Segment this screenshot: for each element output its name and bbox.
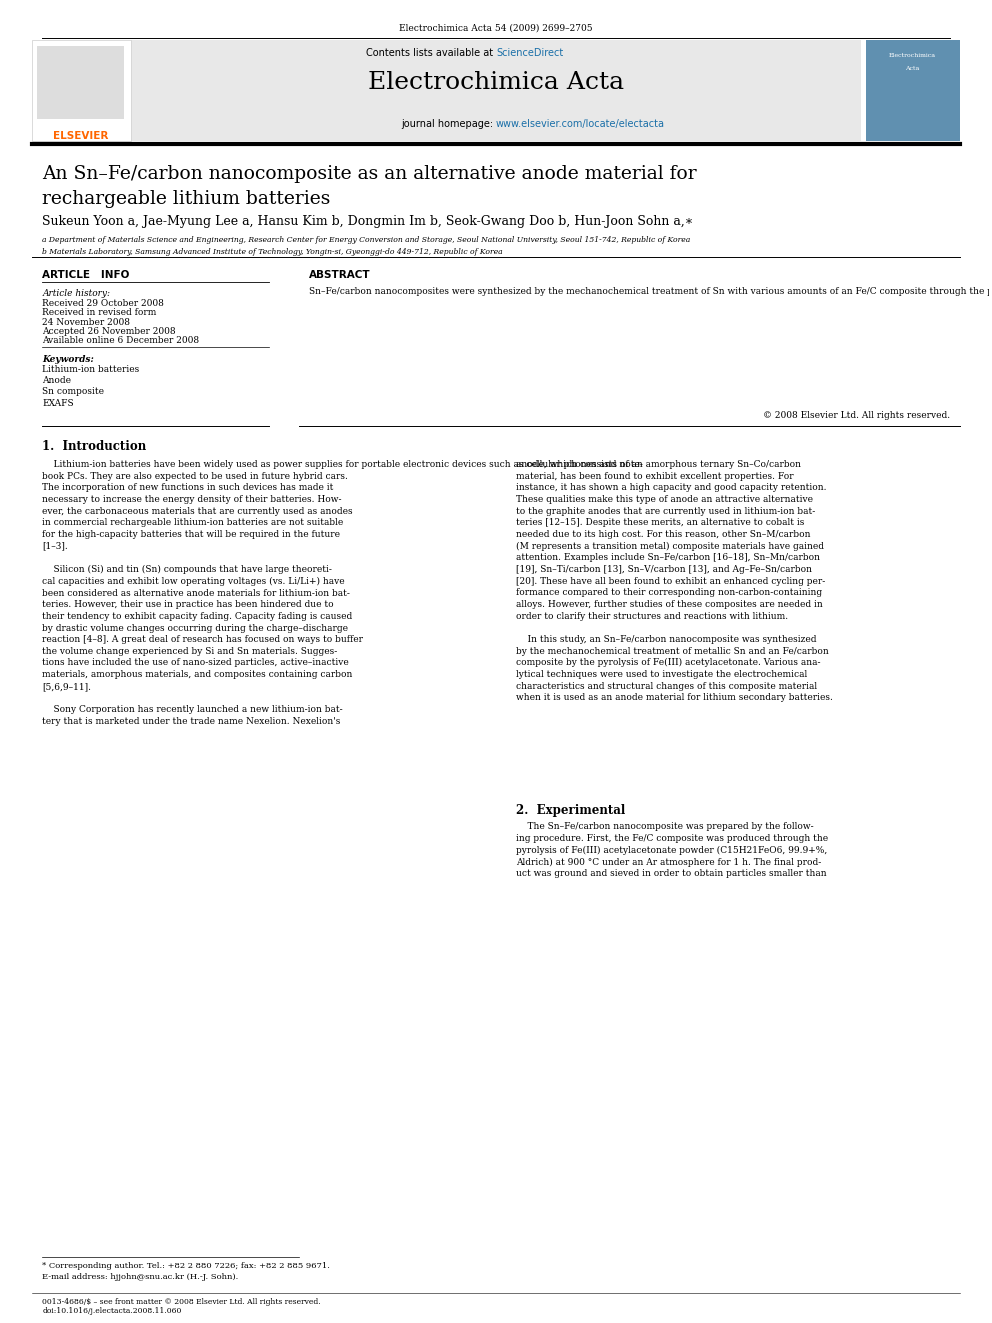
Text: An Sn–Fe/carbon nanocomposite as an alternative anode material for: An Sn–Fe/carbon nanocomposite as an alte… [43,165,696,183]
Text: 1.  Introduction: 1. Introduction [43,441,147,454]
Text: Received 29 October 2008: Received 29 October 2008 [43,299,164,308]
Text: Keywords:: Keywords: [43,355,94,364]
Text: Electrochimica: Electrochimica [889,53,935,58]
Text: 0013-4686/$ – see front matter © 2008 Elsevier Ltd. All rights reserved.: 0013-4686/$ – see front matter © 2008 El… [43,1298,320,1306]
FancyBboxPatch shape [38,46,124,119]
Text: Contents lists available at: Contents lists available at [366,48,496,58]
Text: The Sn–Fe/carbon nanocomposite was prepared by the follow-
ing procedure. First,: The Sn–Fe/carbon nanocomposite was prepa… [516,822,828,878]
Text: Electrochimica Acta 54 (2009) 2699–2705: Electrochimica Acta 54 (2009) 2699–2705 [399,24,593,33]
Text: Available online 6 December 2008: Available online 6 December 2008 [43,336,199,345]
Text: Electrochimica Acta: Electrochimica Acta [368,71,624,94]
Text: Anode: Anode [43,376,71,385]
Text: 2.  Experimental: 2. Experimental [516,804,625,816]
Text: doi:10.1016/j.electacta.2008.11.060: doi:10.1016/j.electacta.2008.11.060 [43,1307,182,1315]
Text: Acta: Acta [905,66,920,71]
Text: Lithium-ion batteries: Lithium-ion batteries [43,365,140,374]
Text: Accepted 26 November 2008: Accepted 26 November 2008 [43,327,176,336]
Text: ABSTRACT: ABSTRACT [309,270,370,280]
Text: b Materials Laboratory, Samsung Advanced Institute of Technology, Yongin-si, Gye: b Materials Laboratory, Samsung Advanced… [43,247,503,255]
Text: * Corresponding author. Tel.: +82 2 880 7226; fax: +82 2 885 9671.: * Corresponding author. Tel.: +82 2 880 … [43,1262,330,1270]
Text: ARTICLE   INFO: ARTICLE INFO [43,270,130,280]
Text: a Department of Materials Science and Engineering, Research Center for Energy Co: a Department of Materials Science and En… [43,235,690,243]
Text: anode, which consists of an amorphous ternary Sn–Co/carbon
material, has been fo: anode, which consists of an amorphous te… [516,460,832,703]
Text: EXAFS: EXAFS [43,398,73,407]
Text: 24 November 2008: 24 November 2008 [43,318,130,327]
Text: journal homepage:: journal homepage: [401,119,496,128]
Text: © 2008 Elsevier Ltd. All rights reserved.: © 2008 Elsevier Ltd. All rights reserved… [763,411,949,421]
FancyBboxPatch shape [866,40,959,142]
Text: Received in revised form: Received in revised form [43,308,157,318]
FancyBboxPatch shape [33,40,131,142]
Text: Article history:: Article history: [43,288,110,298]
Text: rechargeable lithium batteries: rechargeable lithium batteries [43,191,330,208]
Text: Sn composite: Sn composite [43,388,104,397]
Text: ELSEVIER: ELSEVIER [53,131,108,140]
Text: Sn–Fe/carbon nanocomposites were synthesized by the mechanochemical treatment of: Sn–Fe/carbon nanocomposites were synthes… [309,287,992,296]
Text: Sukeun Yoon a, Jae-Myung Lee a, Hansu Kim b, Dongmin Im b, Seok-Gwang Doo b, Hun: Sukeun Yoon a, Jae-Myung Lee a, Hansu Ki… [43,214,693,228]
FancyBboxPatch shape [131,40,861,142]
Text: ScienceDirect: ScienceDirect [496,48,563,58]
Text: www.elsevier.com/locate/electacta: www.elsevier.com/locate/electacta [496,119,665,128]
Text: Lithium-ion batteries have been widely used as power supplies for portable elect: Lithium-ion batteries have been widely u… [43,460,643,726]
Text: E-mail address: hjjohn@snu.ac.kr (H.-J. Sohn).: E-mail address: hjjohn@snu.ac.kr (H.-J. … [43,1273,238,1281]
